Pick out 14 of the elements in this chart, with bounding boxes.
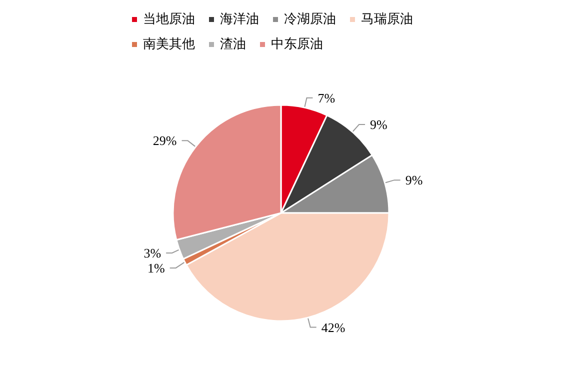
data-label: 3% bbox=[144, 245, 162, 260]
data-label: 1% bbox=[148, 260, 166, 276]
legend-label: 南美其他 bbox=[143, 36, 195, 52]
data-label: 9% bbox=[405, 172, 423, 188]
data-label: 29% bbox=[152, 133, 177, 148]
legend-label: 中东原油 bbox=[271, 37, 323, 52]
data-label: 42% bbox=[321, 320, 346, 335]
legend-label: 渣油 bbox=[220, 37, 246, 52]
data-label: 7% bbox=[318, 90, 336, 106]
legend-label: 海洋油 bbox=[220, 12, 259, 27]
legend-label: 当地原油 bbox=[143, 12, 195, 27]
legend-label: 冷湖原油 bbox=[284, 12, 336, 27]
data-label: 9% bbox=[370, 116, 388, 132]
legend-label: 马瑞原油 bbox=[361, 12, 413, 27]
